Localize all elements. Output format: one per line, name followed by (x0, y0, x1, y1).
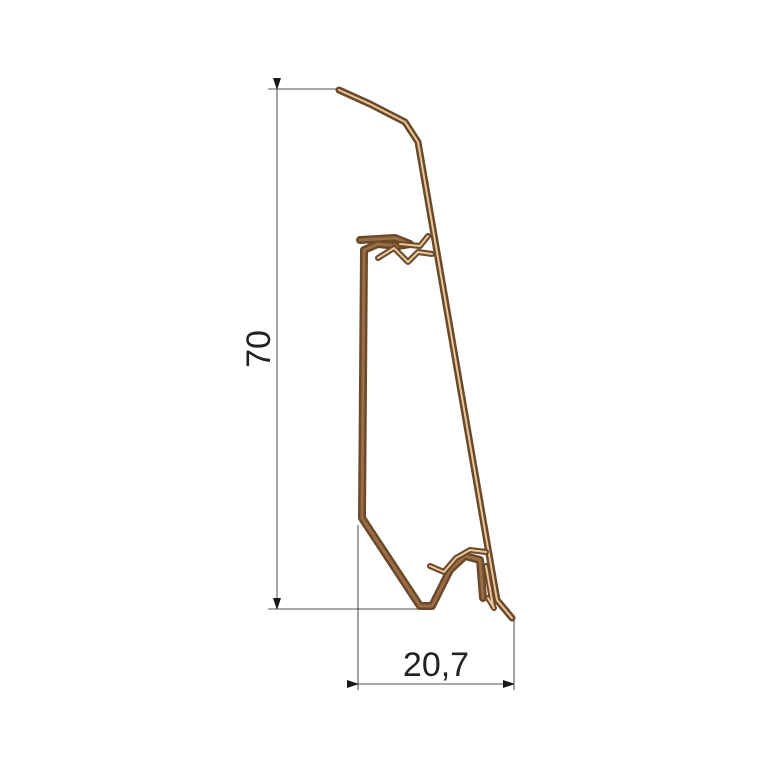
height-label: 70 (240, 330, 278, 368)
profile-front-face-core (338, 89, 513, 619)
profile-upper-clip-core (377, 235, 433, 263)
profile-lower-clip-core (429, 549, 495, 609)
skirting-profile (335, 86, 516, 622)
height-dimension: 70 (240, 78, 425, 610)
width-dimension: 20,7 (347, 525, 515, 690)
width-label: 20,7 (403, 646, 469, 684)
